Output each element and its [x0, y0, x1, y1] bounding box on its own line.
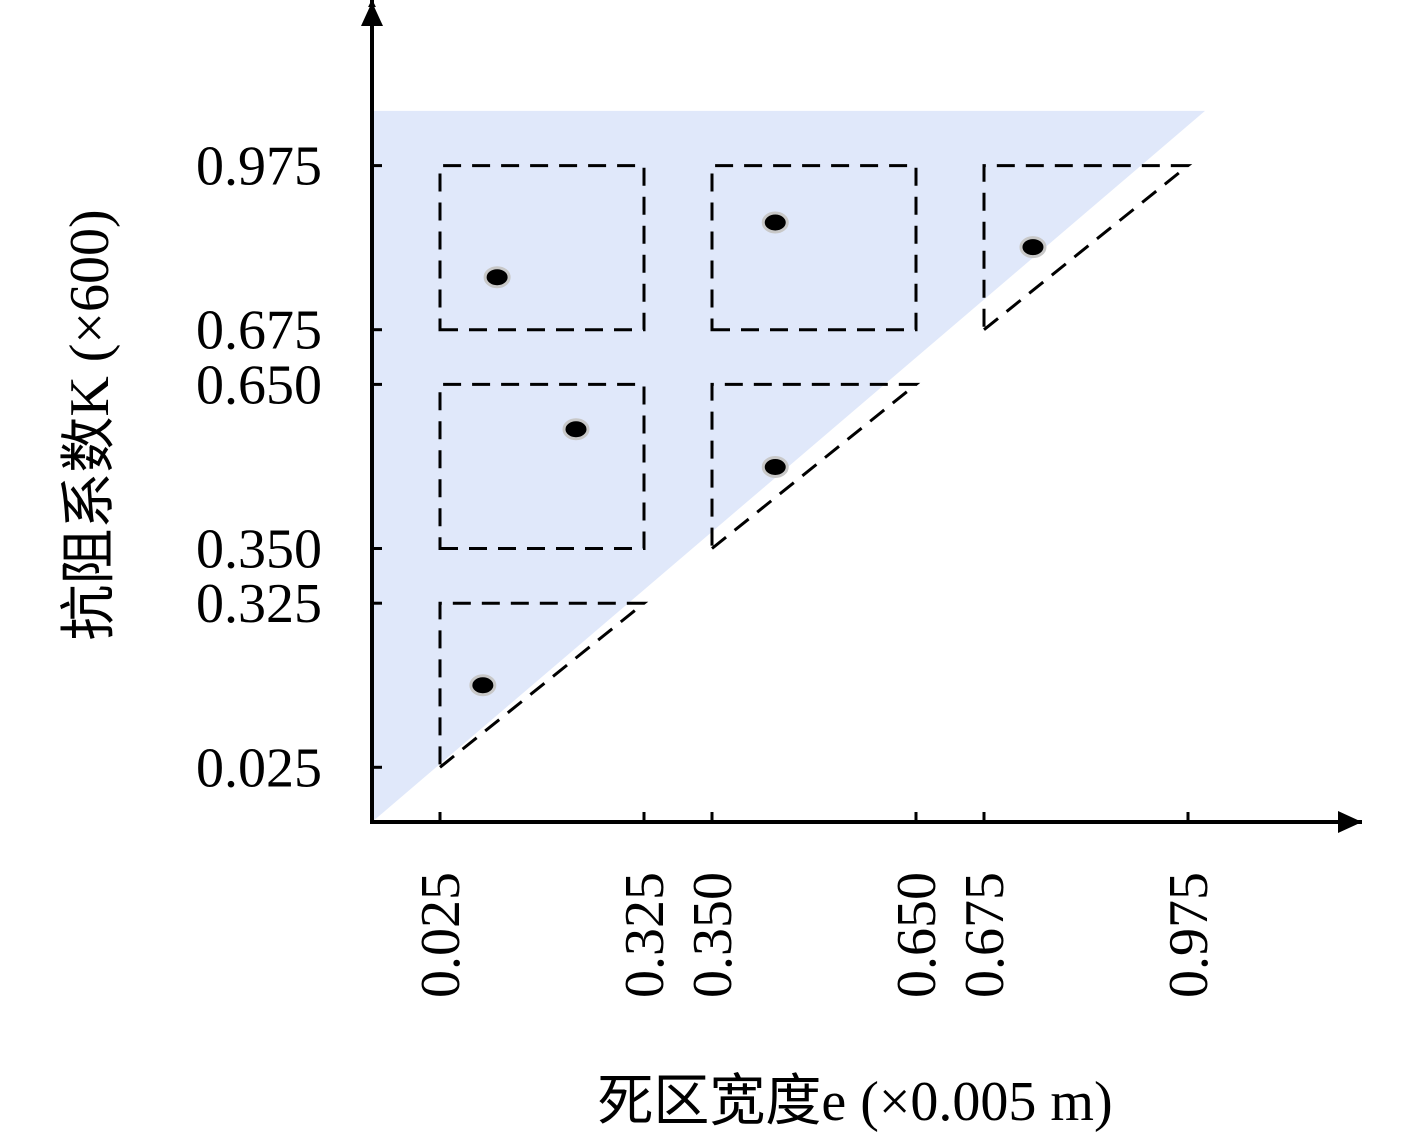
y-tick-label: 0.025	[196, 737, 322, 799]
region-box	[710, 164, 918, 332]
region-box	[438, 601, 649, 771]
y-tick-label: 0.325	[196, 573, 322, 635]
x-tick-label: 0.350	[682, 872, 744, 998]
data-point	[1019, 236, 1047, 259]
region-box	[438, 164, 646, 332]
region-box	[710, 382, 921, 552]
x-arrow	[1338, 811, 1362, 833]
x-tick-label: 0.650	[886, 872, 948, 998]
y-tick-label: 0.675	[196, 300, 322, 362]
y-tick-label: 0.650	[196, 354, 322, 416]
x-axis-label: 死区宽度e (×0.005 m)	[597, 1071, 1112, 1133]
y-tick-label: 0.975	[196, 136, 322, 198]
data-point	[469, 674, 497, 697]
data-point	[761, 211, 789, 234]
y-axis-label: 抗阻系数K (×600)	[59, 209, 121, 640]
x-tick-label: 0.675	[954, 872, 1016, 998]
y-tick-label: 0.350	[196, 519, 322, 581]
data-point	[562, 418, 590, 441]
x-tick-label: 0.325	[614, 872, 676, 998]
y-arrow	[361, 2, 383, 26]
x-tick-label: 0.025	[410, 872, 472, 998]
x-tick-label: 0.975	[1158, 872, 1220, 998]
region-box	[982, 164, 1193, 333]
data-point	[483, 266, 511, 289]
region-box	[438, 382, 646, 550]
data-point	[761, 455, 789, 478]
